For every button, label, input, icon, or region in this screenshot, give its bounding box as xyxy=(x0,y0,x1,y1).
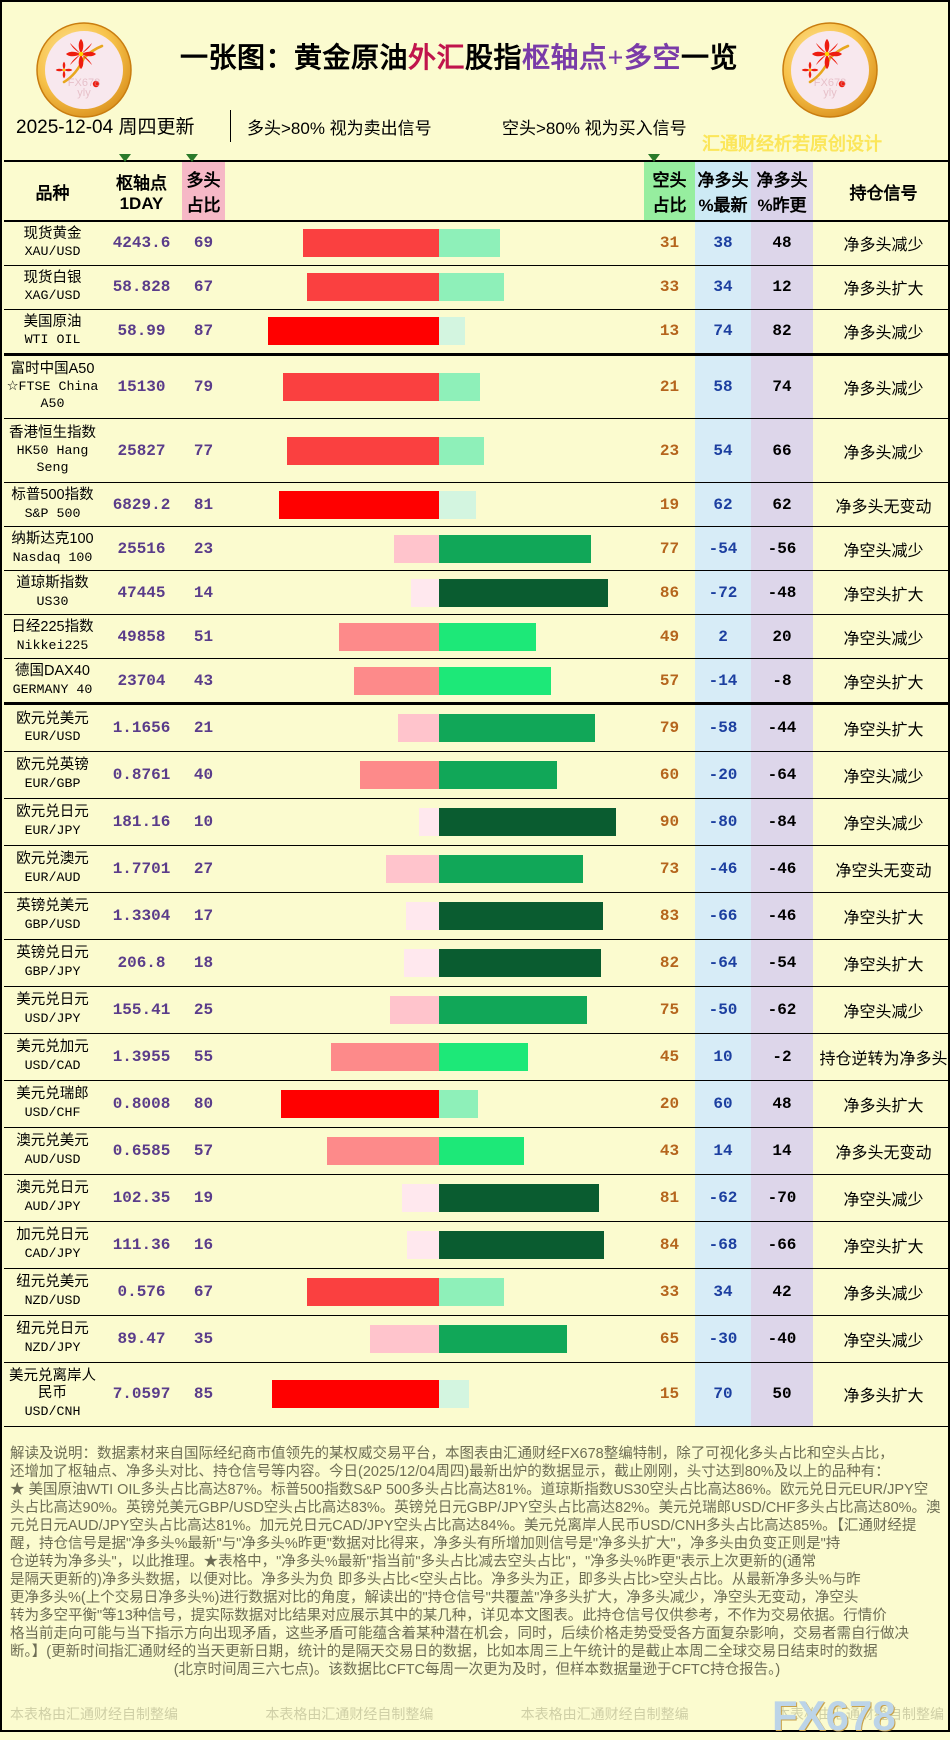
svg-text:yly: yly xyxy=(77,87,91,99)
svg-text:yly: yly xyxy=(823,87,837,99)
